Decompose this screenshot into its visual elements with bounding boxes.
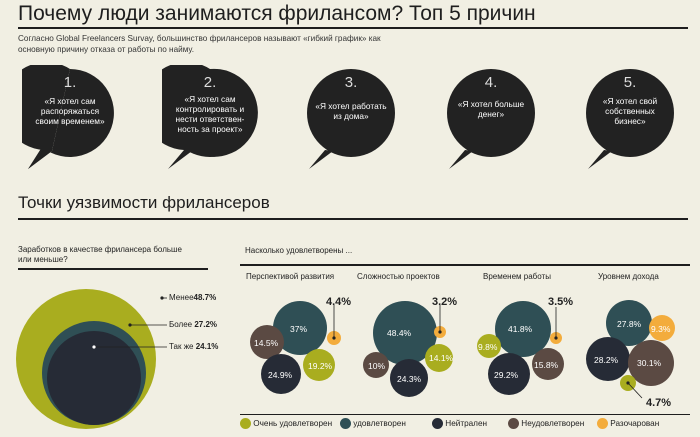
legend-swatch	[340, 418, 351, 429]
reason-text: «Я хотел работать из дома»	[315, 101, 387, 121]
value-very-satisfied: 37%	[290, 324, 308, 334]
bubble-cluster-4	[586, 300, 675, 399]
value-neutral: 29.2%	[494, 370, 519, 380]
legend-swatch	[432, 418, 443, 429]
reason-number: 2.	[203, 74, 217, 91]
intro-text: Согласно Global Freelancers Survay, боль…	[18, 34, 381, 54]
earnings-question: Заработков в качестве фрилансера больше …	[18, 245, 182, 264]
satisfaction-underline	[240, 264, 690, 266]
legend-swatch	[508, 418, 519, 429]
reason-number: 5.	[623, 74, 637, 91]
value-disappointed: 3.2%	[432, 296, 458, 308]
reason-bubble-3: 3. «Я хотел работать из дома»	[303, 65, 399, 175]
earnings-underline	[18, 268, 208, 270]
bubble-cluster-3	[477, 301, 564, 395]
value-satisfied: 4.7%	[646, 397, 672, 409]
column-title: Сложностью проектов	[357, 272, 440, 281]
earnings-item-less: Менее48.7%	[169, 293, 217, 302]
reason-number: 4.	[484, 74, 498, 91]
value-satisfied: 14.1%	[429, 353, 454, 363]
page-title: Почему люди занимаются фрилансом? Топ 5 …	[18, 2, 536, 25]
reason-number: 3.	[344, 74, 358, 91]
earnings-circles	[16, 289, 167, 429]
satisfaction-question: Насколько удовлетворены ...	[245, 246, 353, 255]
value-unsatisfied: 9.8%	[478, 342, 498, 352]
speech-bubble-shape-2	[162, 65, 258, 169]
speech-bubble-shape-5	[586, 69, 674, 169]
legend-item: Неудовлетворен	[508, 418, 584, 429]
column-title: Временем работы	[483, 272, 551, 281]
section-underline	[18, 218, 688, 220]
speech-bubble-shape-3	[307, 69, 395, 169]
reason-text: «Я хотел больше денег»	[457, 99, 525, 119]
value-neutral: 24.9%	[268, 370, 293, 380]
column-title: Перспективой развития	[246, 272, 335, 281]
earnings-item-same: Так же 24.1%	[169, 342, 219, 351]
value-disappointed: 4.4%	[326, 296, 352, 308]
reason-bubble-2: 2. «Я хотел сам контролировать и нести о…	[162, 65, 258, 175]
legend-swatch	[240, 418, 251, 429]
value-unsatisfied: 28.2%	[594, 355, 619, 365]
value-unsatisfied: 10%	[368, 361, 386, 371]
title-underline	[18, 27, 688, 29]
legend-divider	[240, 414, 690, 415]
value-neutral: 30.1%	[637, 358, 662, 368]
earnings-item-more: Более 27.2%	[169, 320, 218, 329]
bubble-cluster-1	[250, 301, 341, 394]
value-very-satisfied: 41.8%	[508, 324, 533, 334]
reason-number: 1.	[63, 74, 77, 91]
reason-bubble-4: 4. «Я хотел больше денег»	[443, 65, 539, 175]
value-unsatisfied: 14.5%	[254, 338, 279, 348]
legend: Очень удовлетворен удовлетворен Нейтрале…	[240, 418, 700, 434]
legend-item: Разочарован	[597, 418, 659, 429]
value-neutral: 24.3%	[397, 374, 422, 384]
reason-text: «Я хотел свой собственных бизнес»	[602, 96, 658, 126]
value-disappointed: 3.5%	[548, 296, 574, 308]
value-satisfied: 19.2%	[308, 361, 333, 371]
reason-bubble-5: 5. «Я хотел свой собственных бизнес»	[582, 65, 678, 175]
reason-text: «Я хотел сам распоряжаться своим времене…	[35, 96, 105, 126]
legend-swatch	[597, 418, 608, 429]
bubble-cluster-2	[363, 301, 453, 397]
value-very-satisfied: 48.4%	[387, 328, 412, 338]
speech-bubble-shape-1	[22, 65, 114, 169]
value-very-satisfied: 27.8%	[617, 319, 642, 329]
section-title: Точки уязвимости фрилансеров	[18, 193, 270, 212]
column-title: Уровнем дохода	[598, 272, 659, 281]
legend-item: Нейтрален	[432, 418, 487, 429]
reason-text: «Я хотел сам контролировать и нести отве…	[175, 94, 245, 134]
value-satisfied: 15.8%	[534, 360, 559, 370]
circle-same	[47, 331, 141, 425]
reason-bubble-1: 1. «Я хотел сам распоряжаться своим врем…	[22, 65, 118, 175]
legend-item: удовлетворен	[340, 418, 406, 429]
legend-item: Очень удовлетворен	[240, 418, 332, 429]
speech-bubble-shape-4	[447, 69, 535, 169]
value-disappointed: 9.3%	[651, 324, 671, 334]
